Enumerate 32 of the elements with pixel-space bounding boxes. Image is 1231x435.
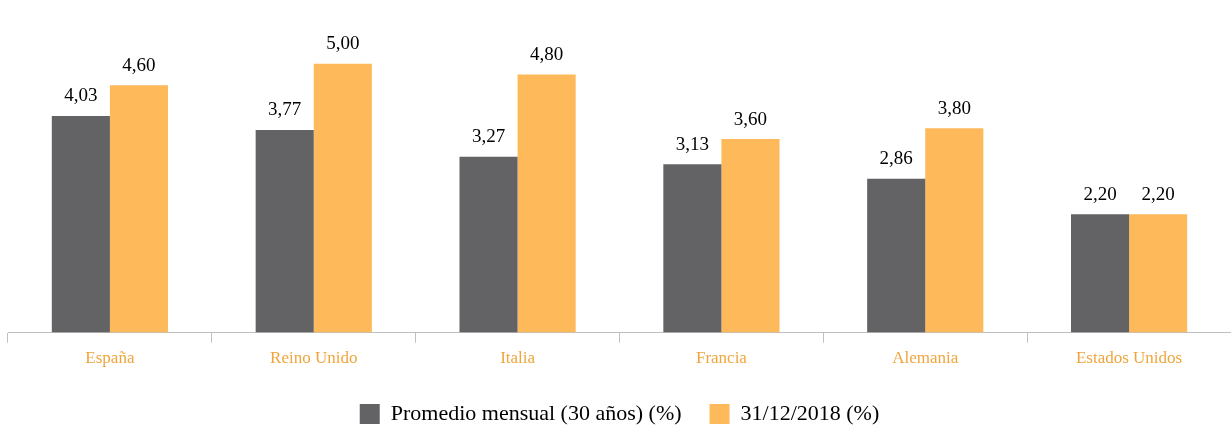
bar [459, 156, 518, 333]
x-tick-label: España [85, 348, 135, 368]
x-tick-label: Italia [500, 348, 536, 368]
legend-label: Promedio mensual (30 años) (%) [390, 399, 682, 425]
data-label: 4,60 [122, 53, 156, 75]
x-tick-label: Reino Unido [270, 348, 358, 368]
data-label: 3,27 [471, 125, 506, 147]
data-label: 4,03 [64, 84, 98, 106]
x-tick-label: Estados Unidos [1075, 348, 1183, 368]
bar [255, 129, 314, 333]
data-label: 3,77 [268, 98, 302, 120]
data-label: 2,20 [1083, 182, 1117, 204]
bar [1070, 214, 1130, 333]
bar [663, 164, 722, 333]
data-label: 3,13 [675, 132, 709, 154]
bar [109, 85, 169, 333]
bar [517, 74, 576, 333]
bar [51, 115, 110, 333]
x-tick-label: Alemania [892, 348, 959, 368]
bar [867, 178, 926, 333]
data-label: 2,86 [879, 147, 913, 169]
bar [313, 63, 372, 333]
data-label: 2,20 [1141, 182, 1175, 204]
legend-label: 31/12/2018 (%) [740, 399, 880, 425]
data-label: 3,80 [937, 96, 971, 118]
bar [925, 128, 984, 333]
bar [1129, 214, 1188, 333]
data-label: 3,60 [733, 107, 768, 129]
bar [721, 139, 780, 333]
data-label: 5,00 [326, 32, 360, 54]
data-label: 4,80 [530, 43, 564, 64]
x-tick-label: Francia [695, 348, 748, 368]
